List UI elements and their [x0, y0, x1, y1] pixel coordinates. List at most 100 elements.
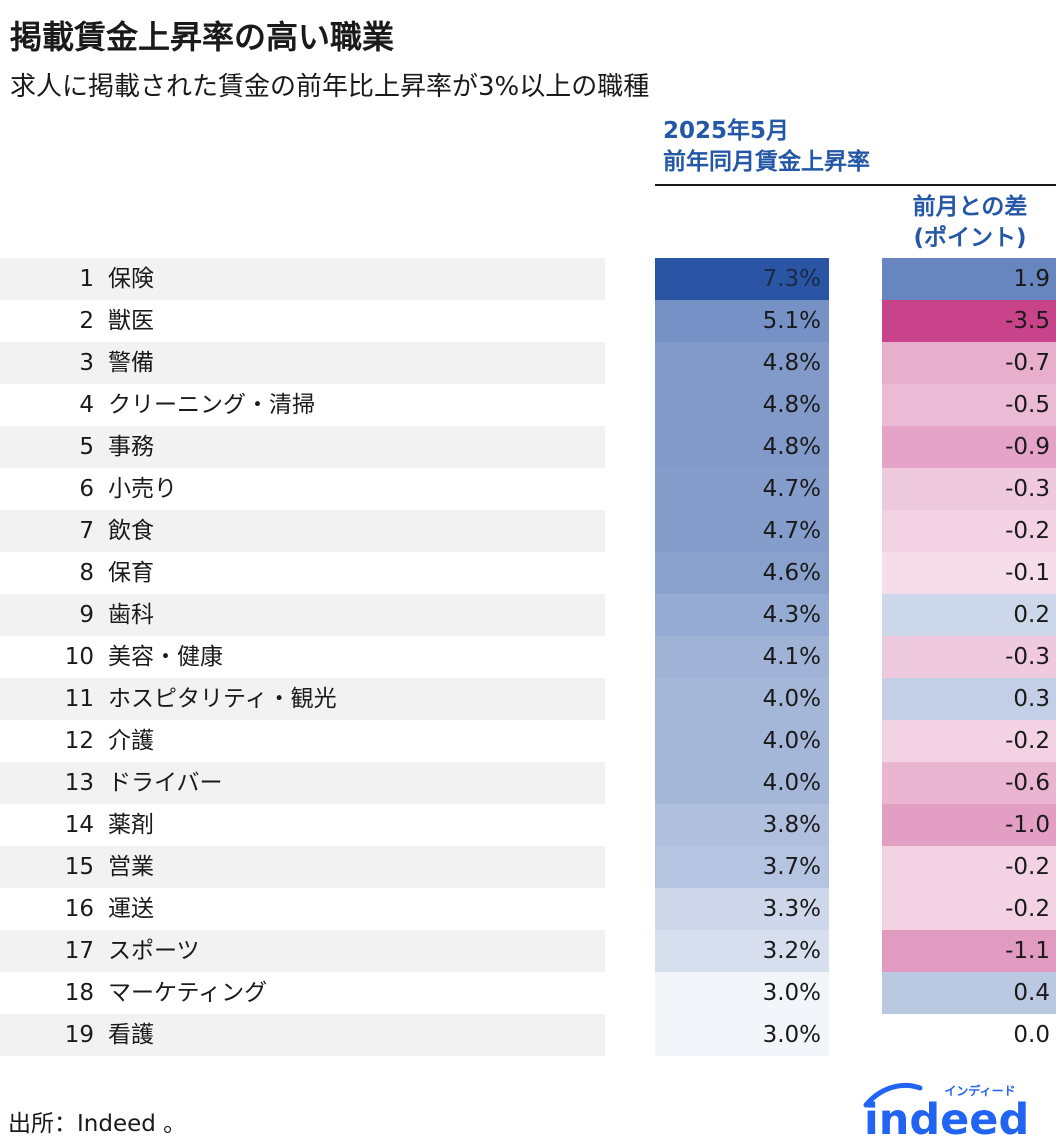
table-row: 6 小売り 4.7% -0.3 [0, 468, 1056, 510]
wage-growth-cell: 4.0% [655, 762, 829, 804]
occupation-name: 獣医 [108, 308, 154, 334]
header-rule [655, 184, 1056, 186]
table-row: 13 ドライバー 4.0% -0.6 [0, 762, 1056, 804]
rank-number: 1 [79, 266, 94, 292]
occupation-name: 飲食 [108, 518, 154, 544]
row-label-background [0, 846, 605, 888]
row-label-background [0, 762, 605, 804]
wage-growth-cell: 4.0% [655, 678, 829, 720]
wage-growth-cell: 3.0% [655, 972, 829, 1014]
table-row: 4 クリーニング・清掃 4.8% -0.5 [0, 384, 1056, 426]
occupation-name: スポーツ [108, 938, 200, 964]
rank-number: 8 [79, 560, 94, 586]
diff-cell: -0.3 [882, 636, 1056, 678]
table-row: 17 スポーツ 3.2% -1.1 [0, 930, 1056, 972]
diff-cell: -0.7 [882, 342, 1056, 384]
rank-number: 13 [64, 770, 94, 796]
diff-cell: -0.2 [882, 846, 1056, 888]
table-row: 8 保育 4.6% -0.1 [0, 552, 1056, 594]
logo-swoosh [863, 1083, 923, 1108]
rank-number: 10 [64, 644, 94, 670]
wage-growth-cell: 4.8% [655, 426, 829, 468]
wage-growth-cell: 3.0% [655, 1014, 829, 1056]
rank-number: 4 [79, 392, 94, 418]
table-row: 18 マーケティング 3.0% 0.4 [0, 972, 1056, 1014]
wage-growth-cell: 3.2% [655, 930, 829, 972]
diff-cell: 0.2 [882, 594, 1056, 636]
occupation-name: ホスピタリティ・観光 [108, 686, 337, 712]
chart-subtitle: 求人に掲載された賃金の前年比上昇率が3%以上の職種 [10, 72, 650, 102]
row-label-background [0, 678, 605, 720]
diff-cell: -0.2 [882, 720, 1056, 762]
wage-growth-header-line1: 2025年5月 [663, 118, 790, 144]
occupation-name: 薬剤 [108, 812, 154, 838]
table-row: 5 事務 4.8% -0.9 [0, 426, 1056, 468]
wage-growth-cell: 7.3% [655, 258, 829, 300]
table-row: 16 運送 3.3% -0.2 [0, 888, 1056, 930]
logo-word: indeed [864, 1095, 1029, 1138]
occupation-name: 事務 [108, 434, 154, 460]
table-row: 1 保険 7.3% 1.9 [0, 258, 1056, 300]
row-label-background [0, 426, 605, 468]
row-label-background [0, 258, 605, 300]
rank-number: 16 [64, 896, 94, 922]
rank-number: 5 [79, 434, 94, 460]
diff-cell: -0.1 [882, 552, 1056, 594]
table-row: 9 歯科 4.3% 0.2 [0, 594, 1056, 636]
wage-growth-cell: 4.3% [655, 594, 829, 636]
table-row: 14 薬剤 3.8% -1.0 [0, 804, 1056, 846]
occupation-name: クリーニング・清掃 [108, 392, 315, 418]
diff-cell: 1.9 [882, 258, 1056, 300]
rank-number: 14 [64, 812, 94, 838]
rank-number: 19 [64, 1022, 94, 1048]
rank-number: 9 [79, 602, 94, 628]
diff-cell: -0.6 [882, 762, 1056, 804]
diff-cell: -0.2 [882, 510, 1056, 552]
occupation-name: 美容・健康 [108, 644, 223, 670]
rank-number: 6 [79, 476, 94, 502]
rank-number: 12 [64, 728, 94, 754]
occupation-name: 歯科 [108, 602, 154, 628]
table-row: 15 営業 3.7% -0.2 [0, 846, 1056, 888]
rank-number: 7 [79, 518, 94, 544]
wage-growth-cell: 4.0% [655, 720, 829, 762]
table-row: 10 美容・健康 4.1% -0.3 [0, 636, 1056, 678]
wage-growth-header-line2: 前年同月賃金上昇率 [663, 149, 870, 175]
diff-cell: -1.1 [882, 930, 1056, 972]
table-row: 7 飲食 4.7% -0.2 [0, 510, 1056, 552]
diff-cell: -0.9 [882, 426, 1056, 468]
diff-cell: 0.4 [882, 972, 1056, 1014]
row-label-background [0, 1014, 605, 1056]
occupation-name: 警備 [108, 350, 154, 376]
diff-cell: 0.3 [882, 678, 1056, 720]
wage-growth-cell: 3.3% [655, 888, 829, 930]
table-row: 2 獣医 5.1% -3.5 [0, 300, 1056, 342]
diff-cell: -1.0 [882, 804, 1056, 846]
wage-growth-cell: 4.6% [655, 552, 829, 594]
diff-column-header: 前月との差 (ポイント) [884, 192, 1056, 254]
diff-header-line2: (ポイント) [913, 225, 1027, 251]
diff-cell: -3.5 [882, 300, 1056, 342]
indeed-logo: インディード indeed [863, 1083, 1029, 1138]
occupation-name: 介護 [108, 728, 154, 754]
row-label-background [0, 510, 605, 552]
wage-growth-cell: 4.8% [655, 342, 829, 384]
table-row: 19 看護 3.0% 0.0 [0, 1014, 1056, 1056]
occupation-name: 運送 [108, 896, 154, 922]
rank-number: 17 [64, 938, 94, 964]
rank-number: 3 [79, 350, 94, 376]
rank-number: 15 [64, 854, 94, 880]
diff-cell: -0.3 [882, 468, 1056, 510]
wage-growth-cell: 4.1% [655, 636, 829, 678]
table-row: 12 介護 4.0% -0.2 [0, 720, 1056, 762]
diff-cell: -0.2 [882, 888, 1056, 930]
table-row: 3 警備 4.8% -0.7 [0, 342, 1056, 384]
table-body: 1 保険 7.3% 1.9 2 獣医 5.1% -3.5 3 警備 4.8% -0.7 4 クリーニング・… [0, 258, 1056, 1056]
occupation-name: 保険 [108, 266, 154, 292]
wage-growth-cell: 4.8% [655, 384, 829, 426]
occupation-name: マーケティング [108, 980, 268, 1006]
rank-number: 2 [79, 308, 94, 334]
source-note: 出所：Indeed 。 [8, 1111, 187, 1137]
wage-growth-cell: 3.7% [655, 846, 829, 888]
occupation-name: 営業 [108, 854, 154, 880]
